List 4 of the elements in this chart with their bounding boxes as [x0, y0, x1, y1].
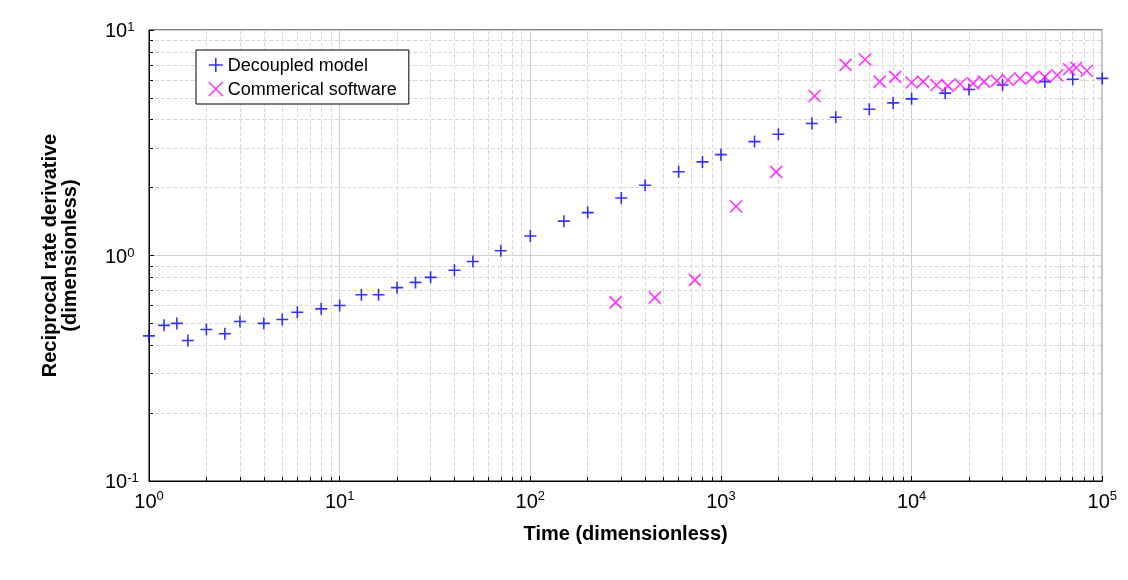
x-axis-title: Time (dimensionless)	[523, 522, 728, 544]
legend-label: Commerical software	[227, 79, 397, 99]
legend-label: Decoupled model	[227, 55, 368, 75]
y-axis-title: Reciprocal rate derivative (dimensionless)	[38, 133, 80, 378]
